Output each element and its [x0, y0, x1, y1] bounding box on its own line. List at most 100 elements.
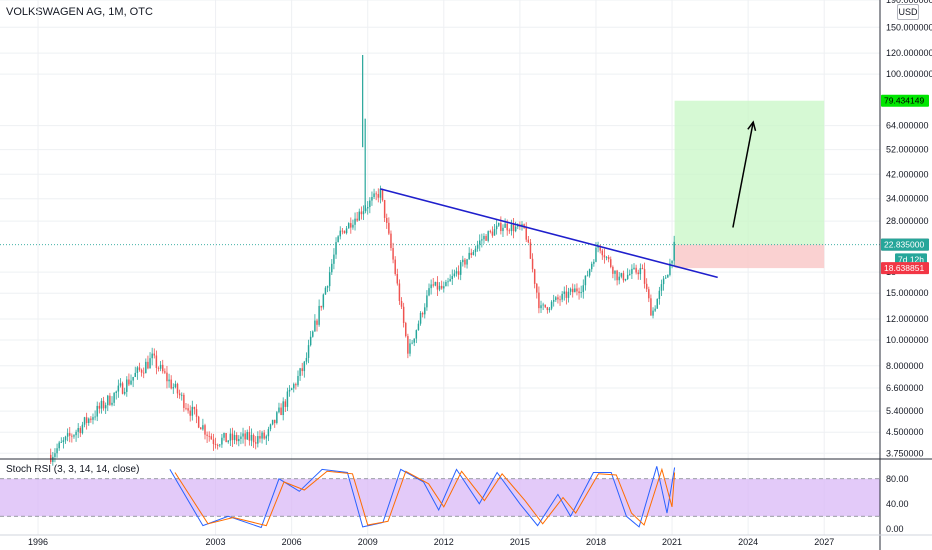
candle-body: [123, 391, 126, 394]
candle-body: [347, 223, 350, 229]
candle-body: [261, 432, 263, 439]
candle-body: [415, 330, 418, 339]
price-badge-target: [881, 94, 929, 107]
candle-body: [654, 308, 656, 311]
candle-body: [113, 392, 115, 403]
candle-body: [605, 257, 608, 258]
candle-body: [633, 267, 635, 269]
price-tick-label: 100.000000: [886, 69, 932, 79]
candle-body: [440, 285, 443, 289]
candle-body: [183, 394, 185, 408]
candle-body: [202, 425, 204, 430]
candle-body: [178, 393, 181, 396]
candle-body: [66, 433, 69, 437]
time-tick-label: 2015: [510, 537, 530, 547]
candle-body: [381, 188, 384, 201]
candle-body: [286, 391, 289, 407]
candle-body: [462, 259, 464, 263]
candle-body: [164, 371, 166, 373]
candle-body: [610, 259, 612, 267]
candle-body: [126, 379, 128, 392]
candle-body: [622, 273, 625, 281]
time-tick-label: 2009: [358, 537, 378, 547]
candle-body: [77, 428, 79, 432]
candle-body: [618, 276, 620, 281]
candle-body: [181, 394, 183, 396]
candle-body: [590, 263, 593, 270]
candle-body: [75, 431, 77, 436]
candle-body: [504, 223, 506, 228]
target-zone: [674, 100, 825, 245]
up-arrow-head: [747, 120, 757, 131]
candle-body: [170, 379, 172, 389]
candle-body: [595, 247, 597, 262]
candle-body: [476, 244, 479, 249]
candle-body: [115, 391, 117, 393]
candle-body: [546, 307, 549, 311]
candle-body: [449, 279, 451, 282]
candle-body: [390, 233, 392, 249]
candle-body: [506, 223, 508, 231]
candle-body: [419, 313, 422, 324]
candle-body: [288, 389, 291, 392]
candle-body: [153, 353, 156, 356]
candle-body: [350, 223, 352, 228]
candle-body: [599, 245, 601, 251]
time-tick-label: 2003: [206, 537, 226, 547]
candle-body: [104, 405, 107, 409]
candle-body: [540, 305, 542, 309]
candle-body: [56, 448, 58, 454]
candle-body: [250, 434, 253, 441]
candle-body: [210, 436, 213, 440]
candle-body: [295, 384, 297, 386]
candle-body: [584, 275, 587, 286]
candle-body: [326, 286, 329, 288]
drawings[interactable]: [380, 120, 757, 279]
candle-body: [73, 435, 75, 437]
candle-body: [345, 228, 348, 234]
rsi-tick-label: 80.00: [886, 474, 909, 484]
candle-body: [421, 313, 424, 315]
candle-body: [94, 416, 96, 418]
candle-body: [373, 193, 375, 198]
candle-body: [85, 417, 88, 423]
candle-body: [453, 273, 456, 277]
currency-button[interactable]: USD: [897, 4, 919, 20]
candle-body: [312, 331, 314, 337]
candle-body: [536, 283, 538, 293]
candle-body: [394, 259, 396, 274]
candle-body: [195, 409, 198, 417]
candle-body: [500, 222, 502, 232]
candle-body: [552, 299, 555, 302]
price-tick-label: 3.750000: [886, 448, 924, 458]
candle-body: [629, 273, 631, 275]
candle-body: [508, 230, 511, 232]
candle-body: [322, 294, 325, 308]
trendline: [380, 188, 718, 279]
time-tick-label: 1996: [28, 537, 48, 547]
price-tick-label: 12.000000: [886, 314, 929, 324]
candle-body: [157, 367, 160, 369]
candle-body: [432, 284, 434, 286]
candle-body: [601, 250, 604, 256]
candle-body: [485, 235, 487, 241]
candle-body: [466, 259, 468, 265]
candle-body: [246, 432, 249, 440]
candle-body: [603, 255, 606, 258]
candle-body: [81, 424, 84, 434]
time-tick-label: 2006: [282, 537, 302, 547]
candle-body: [128, 379, 130, 385]
candle-body: [197, 416, 200, 428]
candle-body: [208, 435, 210, 437]
candle-body: [147, 361, 149, 369]
candle-body: [254, 442, 257, 444]
price-tick-label: 150.000000: [886, 22, 932, 32]
candle-body: [407, 336, 409, 354]
candle-body: [191, 406, 194, 416]
candle-body: [92, 417, 94, 420]
candles: [49, 55, 675, 466]
candle-body: [538, 292, 540, 309]
candle-body: [631, 268, 633, 274]
candle-body: [563, 291, 566, 294]
